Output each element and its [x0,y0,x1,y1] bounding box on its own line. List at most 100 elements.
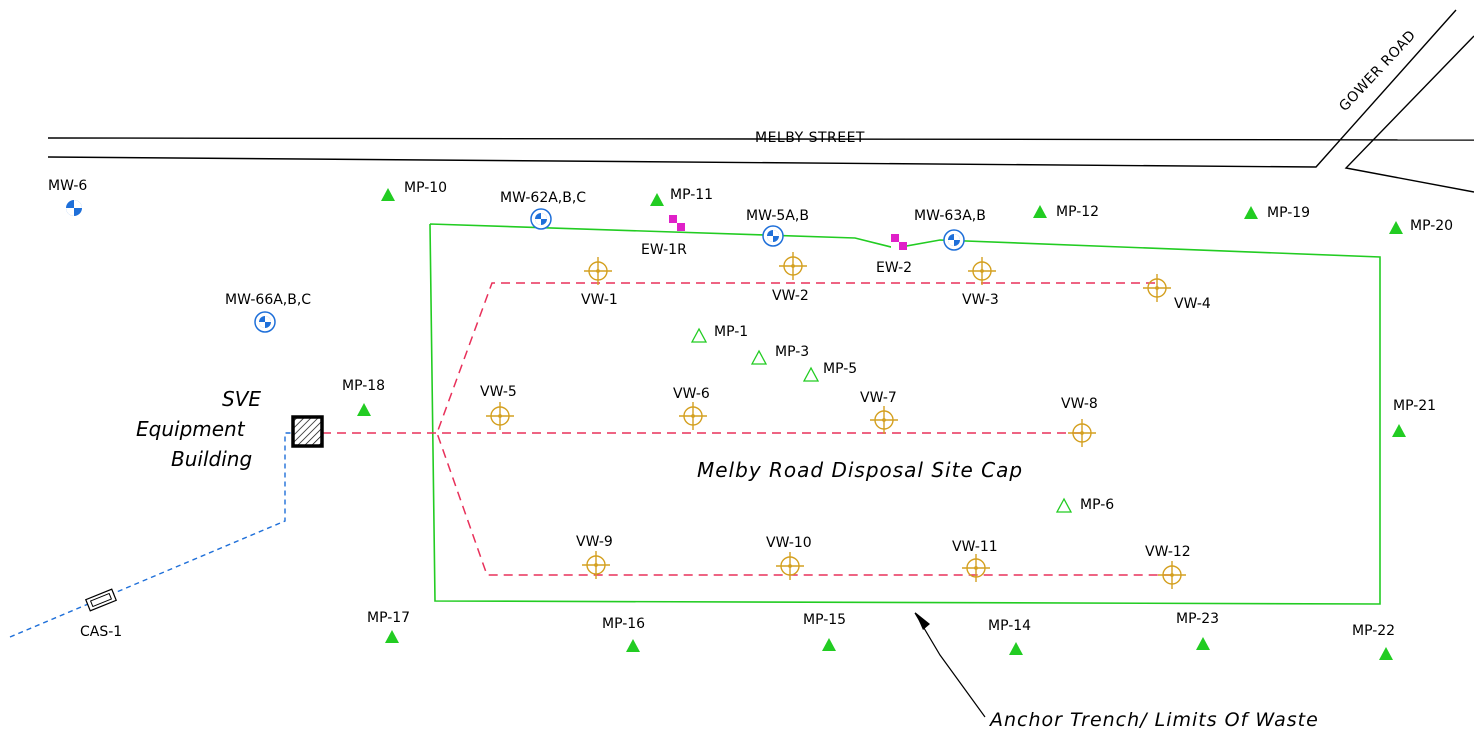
mp-5[interactable]: MP-5 [802,361,857,382]
mp-16-label: MP-16 [602,616,645,632]
crosshair-circle-icon [962,554,990,582]
mp-18[interactable]: MP-18 [342,378,385,416]
checker-square-icon [891,234,907,250]
sve-building-label-2: Equipment [136,417,246,441]
triangle-icon [1379,647,1393,660]
cas-1-label: CAS-1 [80,624,122,640]
vw-3-label: VW-3 [962,292,999,308]
melby-street-label: MELBY STREET [755,130,865,146]
anchor-trench-label: Anchor Trench/ Limits Of Waste [988,709,1319,731]
vw-9-label: VW-9 [576,534,613,550]
vw-11-label: VW-11 [952,539,998,555]
mw-66abc-label: MW-66A,B,C [225,292,311,308]
well-quadrant-icon [66,200,82,216]
ew-2-label: EW-2 [876,260,912,276]
mw-62abc[interactable]: MW-62A,B,C [500,190,586,230]
mw-5ab[interactable]: MW-5A,B [746,208,809,247]
cas-1-symbol [84,588,118,612]
mp-19[interactable]: MP-19 [1244,205,1310,221]
mw-6[interactable]: MW-6 [48,178,87,216]
mp-20-label: MP-20 [1410,218,1453,234]
mp-14-label: MP-14 [988,618,1031,634]
vw-11[interactable]: VW-11 [952,539,998,582]
sve-building-icon [291,415,324,448]
well-quadrant-icon [530,208,552,230]
crosshair-circle-icon [679,402,707,430]
well-quadrant-icon [943,229,965,251]
mw-66abc[interactable]: MW-66A,B,C [225,292,311,333]
crosshair-circle-icon [486,402,514,430]
triangle-icon [1196,637,1210,650]
mp-14[interactable]: MP-14 [988,618,1031,655]
mp-3-label: MP-3 [775,344,809,360]
vw-6-label: VW-6 [673,386,710,402]
mp-19-label: MP-19 [1267,205,1310,221]
triangle-icon [381,188,395,201]
mp-20[interactable]: MP-20 [1389,218,1453,234]
ew-1r-label: EW-1R [641,242,687,258]
mp-15[interactable]: MP-15 [803,612,846,651]
mp-10[interactable]: MP-10 [381,180,447,201]
mp-22[interactable]: MP-22 [1352,623,1395,660]
triangle-icon [1033,205,1047,218]
ew-2[interactable]: EW-2 [876,234,912,276]
vw-1[interactable]: VW-1 [581,257,618,308]
mw-63ab-label: MW-63A,B [914,208,986,224]
mp-6-label: MP-6 [1080,497,1114,513]
mp-12-label: MP-12 [1056,204,1099,220]
vw-7-label: VW-7 [860,390,897,406]
triangle-icon [1009,642,1023,655]
gower-road-label: GOWER ROAD [1336,27,1419,114]
triangle-icon [822,638,836,651]
mp-18-label: MP-18 [342,378,385,394]
mp-12[interactable]: MP-12 [1033,204,1099,220]
crosshair-circle-icon [1068,419,1096,447]
mp-6[interactable]: MP-6 [1055,497,1114,513]
mw-62abc-label: MW-62A,B,C [500,190,586,206]
mw-6-label: MW-6 [48,178,87,194]
crosshair-circle-icon [1143,274,1171,302]
vw-9[interactable]: VW-9 [576,534,613,579]
crosshair-circle-icon [779,252,807,280]
vw-8-label: VW-8 [1061,396,1098,412]
vw-7[interactable]: VW-7 [860,390,898,434]
vw-12-label: VW-12 [1145,544,1191,560]
ew-1r[interactable]: EW-1R [641,215,687,258]
mp-11[interactable]: MP-11 [650,187,713,206]
mp-16[interactable]: MP-16 [602,616,645,652]
mp-15-label: MP-15 [803,612,846,628]
vw-4-label: VW-4 [1174,296,1211,312]
vw-10[interactable]: VW-10 [766,535,812,580]
cap-label: Melby Road Disposal Site Cap [697,458,1023,482]
checker-square-icon [669,215,685,231]
triangle-icon [1389,221,1403,234]
mp-1[interactable]: MP-1 [690,324,748,343]
vw-3[interactable]: VW-3 [962,257,999,308]
mp-3[interactable]: MP-3 [750,344,809,365]
vw-5[interactable]: VW-5 [480,384,517,430]
vw-12[interactable]: VW-12 [1145,544,1191,589]
sve-piping [322,282,1172,576]
vw-4[interactable]: VW-4 [1143,274,1211,312]
crosshair-circle-icon [776,552,804,580]
crosshair-circle-icon [870,406,898,434]
mp-23[interactable]: MP-23 [1176,611,1219,650]
mw-63ab[interactable]: MW-63A,B [914,208,986,251]
vw-5-label: VW-5 [480,384,517,400]
vw-8[interactable]: VW-8 [1061,396,1098,447]
mw-5ab-label: MW-5A,B [746,208,809,224]
mp-11-label: MP-11 [670,187,713,203]
triangle-icon [650,193,664,206]
triangle-icon [1392,424,1406,437]
vw-2[interactable]: VW-2 [772,252,809,304]
mp-21[interactable]: MP-21 [1392,398,1436,437]
mp-17[interactable]: MP-17 [367,610,410,643]
crosshair-circle-icon [968,257,996,285]
well-quadrant-icon [762,225,784,247]
triangle-icon [626,639,640,652]
triangle-icon [385,630,399,643]
triangle-icon [802,366,820,382]
mp-1-label: MP-1 [714,324,748,340]
vw-6[interactable]: VW-6 [673,386,710,430]
